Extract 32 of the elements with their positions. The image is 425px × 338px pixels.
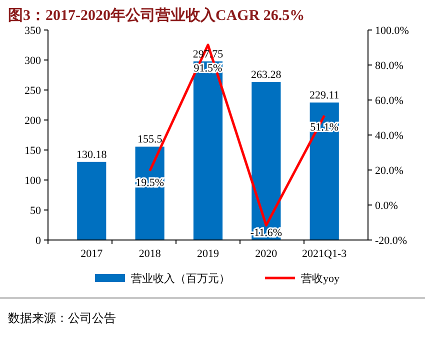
y-tick-label: 50 — [30, 205, 42, 217]
x-tick-label: 2018 — [138, 248, 162, 260]
x-tick-label: 2020 — [255, 248, 278, 260]
y-tick-label: 300 — [24, 55, 42, 67]
y2-tick-label: 0.0% — [375, 200, 398, 212]
y-tick-label: 100 — [24, 175, 42, 187]
source-note: 数据来源：公司公告 — [8, 311, 116, 325]
bar — [310, 102, 339, 240]
data-label: 130.18 — [76, 148, 108, 161]
y2-tick-label: 100.0% — [375, 25, 409, 37]
data-label: 19.5% — [136, 176, 164, 189]
y2-tick-label: 40.0% — [375, 130, 404, 142]
y-tick-label: 150 — [24, 145, 42, 157]
bar — [77, 162, 106, 240]
y2-tick-label: 60.0% — [375, 95, 404, 107]
legend-label: 营收yoy — [301, 272, 340, 285]
y-tick-label: 250 — [24, 85, 42, 97]
x-tick-label: 2021Q1-3 — [302, 248, 348, 260]
data-label: 263.28 — [251, 69, 282, 82]
y-tick-label: 350 — [24, 25, 42, 37]
y-tick-label: 0 — [36, 235, 42, 247]
chart-title: 图3：2017-2020年公司营业收入CAGR 26.5% — [8, 7, 305, 24]
data-label: 155.5 — [137, 134, 163, 146]
y-tick-label: 200 — [24, 115, 42, 127]
x-tick-label: 2017 — [80, 248, 104, 260]
bar — [193, 61, 223, 240]
x-tick-label: 2019 — [197, 248, 220, 260]
y2-tick-label: 80.0% — [375, 60, 404, 72]
data-label: 229.11 — [309, 90, 340, 102]
legend-label: 营业收入（百万元） — [131, 272, 230, 285]
y2-tick-label: 20.0% — [375, 165, 404, 177]
y2-tick-label: -20.0% — [375, 235, 408, 247]
